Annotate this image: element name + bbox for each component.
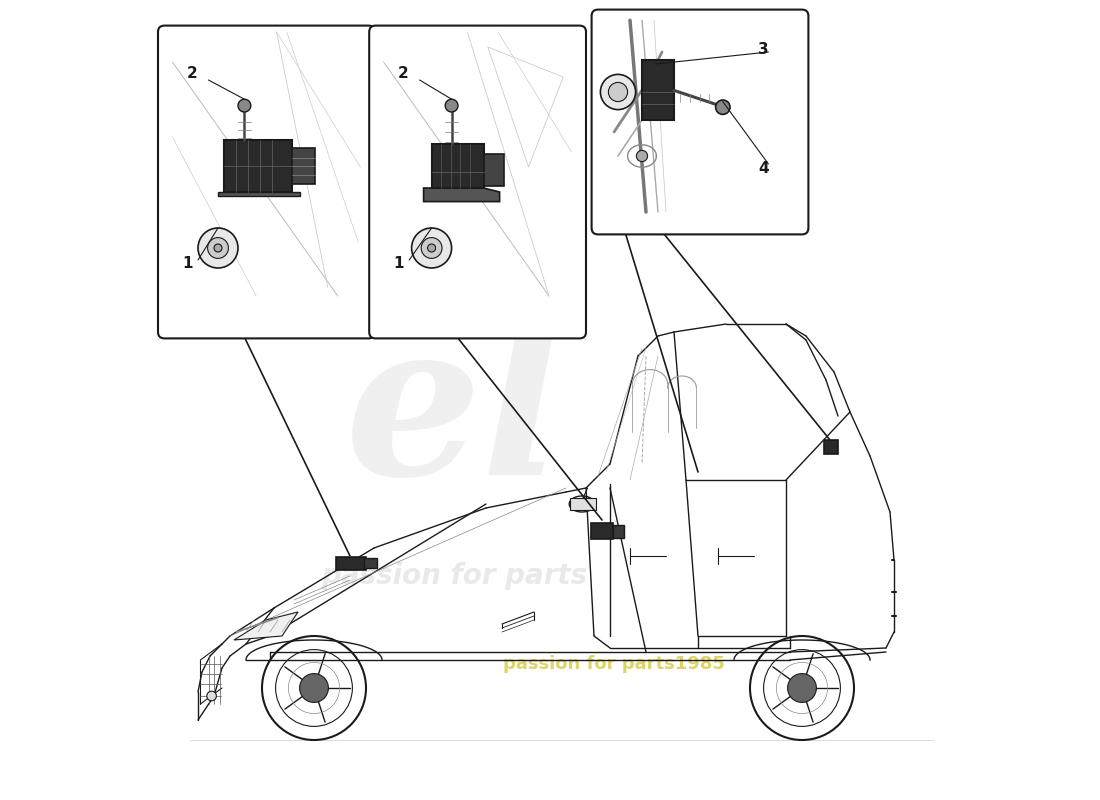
Bar xyxy=(293,148,315,184)
Bar xyxy=(431,144,484,188)
Circle shape xyxy=(716,100,730,114)
Text: 1: 1 xyxy=(182,257,192,271)
Circle shape xyxy=(601,74,636,110)
Text: 2: 2 xyxy=(398,66,409,81)
Text: 1: 1 xyxy=(393,257,404,271)
Circle shape xyxy=(299,674,329,702)
Bar xyxy=(336,557,366,570)
Circle shape xyxy=(446,99,458,112)
FancyBboxPatch shape xyxy=(370,26,586,338)
Circle shape xyxy=(238,99,251,112)
Text: 4: 4 xyxy=(758,161,769,175)
Text: passion for parts1985: passion for parts1985 xyxy=(503,655,725,673)
Bar xyxy=(224,140,293,192)
Circle shape xyxy=(411,228,452,268)
Polygon shape xyxy=(234,612,298,640)
Bar xyxy=(824,440,838,454)
Bar xyxy=(613,525,625,538)
Bar xyxy=(484,154,504,186)
Bar xyxy=(364,558,377,568)
Text: 2: 2 xyxy=(187,66,198,81)
Text: 3: 3 xyxy=(758,42,769,57)
FancyBboxPatch shape xyxy=(158,26,375,338)
Bar xyxy=(591,523,613,539)
Circle shape xyxy=(421,238,442,258)
Circle shape xyxy=(208,238,229,258)
Bar xyxy=(570,498,595,510)
Circle shape xyxy=(214,244,222,252)
Circle shape xyxy=(788,674,816,702)
Bar xyxy=(642,60,674,120)
Circle shape xyxy=(428,244,436,252)
Circle shape xyxy=(198,228,238,268)
Polygon shape xyxy=(424,188,499,202)
FancyBboxPatch shape xyxy=(592,10,808,234)
Text: el: el xyxy=(344,311,563,521)
Circle shape xyxy=(637,150,648,162)
Circle shape xyxy=(608,82,628,102)
Polygon shape xyxy=(218,192,300,196)
Text: passion for parts: passion for parts xyxy=(321,562,587,590)
Circle shape xyxy=(207,691,217,701)
